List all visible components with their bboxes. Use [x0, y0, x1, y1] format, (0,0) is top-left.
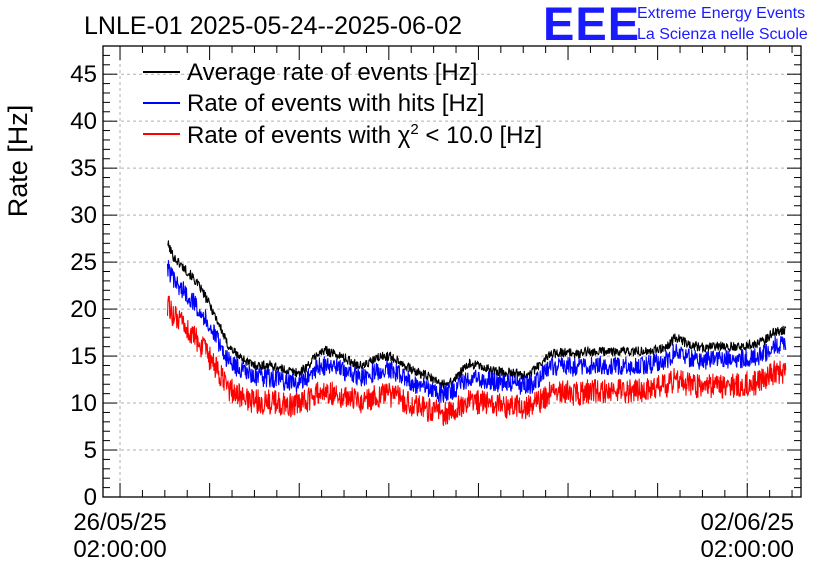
y-tick-label-45: 45 — [70, 61, 97, 88]
legend-label-chi2: Rate of events with χ2 < 10.0 [Hz] — [187, 121, 542, 149]
x-tick-label-date-1: 02/06/25 — [701, 509, 794, 536]
y-tick-label-15: 15 — [70, 343, 97, 370]
y-axis-label: Rate [Hz] — [3, 105, 33, 218]
y-tick-label-30: 30 — [70, 202, 97, 229]
eee-logo-line2: La Scienza nelle Scuole — [637, 26, 808, 43]
series-layer — [166, 240, 787, 427]
y-tick-label-0: 0 — [84, 484, 97, 511]
tick-layer: 05101520253035404526/05/2502:00:0002/06/… — [70, 45, 801, 563]
legend-chi2-symbol: χ — [398, 122, 411, 149]
eee-logo: EEE Extreme Energy Events La Scienza nel… — [543, 0, 808, 50]
y-tick-label-10: 10 — [70, 390, 97, 417]
legend-chi2-superscript: 2 — [410, 121, 418, 138]
y-tick-label-5: 5 — [84, 437, 97, 464]
series-line-rate-with-hits — [166, 260, 787, 403]
y-tick-label-20: 20 — [70, 296, 97, 323]
x-tick-label-date-0: 26/05/25 — [73, 509, 166, 536]
legend-chi2-part2: < 10.0 [Hz] — [419, 122, 542, 149]
y-tick-label-25: 25 — [70, 249, 97, 276]
legend: Average rate of events [Hz] Rate of even… — [143, 59, 542, 149]
y-tick-label-40: 40 — [70, 108, 97, 135]
x-tick-label-time-0: 02:00:00 — [73, 536, 166, 563]
eee-logo-line1: Extreme Energy Events — [637, 5, 805, 22]
x-tick-label-time-1: 02:00:00 — [701, 536, 794, 563]
series-line-rate-chi2 — [166, 295, 787, 427]
eee-logo-mark: EEE — [543, 0, 640, 50]
legend-label-average: Average rate of events [Hz] — [187, 59, 477, 86]
legend-chi2-part1: Rate of events with — [187, 122, 398, 149]
series-line-average-rate — [167, 240, 787, 389]
y-tick-label-35: 35 — [70, 155, 97, 182]
chart-title: LNLE-01 2025-05-24--2025-06-02 — [84, 12, 462, 40]
grid-layer — [103, 46, 801, 497]
legend-label-hits: Rate of events with hits [Hz] — [187, 90, 484, 117]
